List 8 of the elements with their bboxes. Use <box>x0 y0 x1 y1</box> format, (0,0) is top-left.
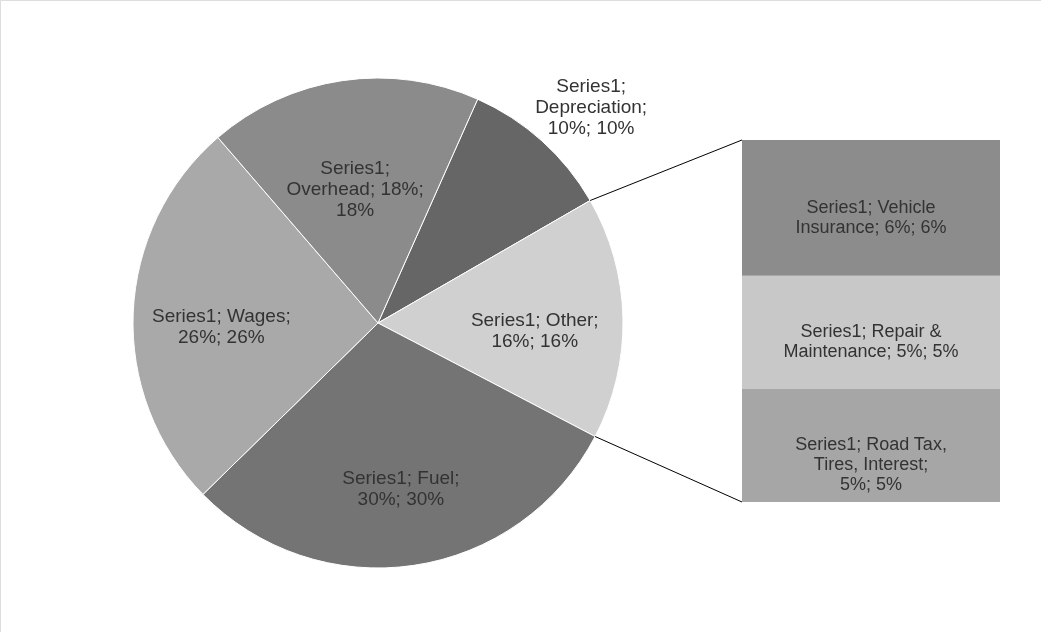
data-label: Series1; Wages; 26%; 26% <box>151 305 291 348</box>
data-label: Series1; Repair & Maintenance; 5%; 5% <box>783 321 959 362</box>
data-label: Series1; Fuel; 30%; 30% <box>342 467 460 510</box>
data-label: Series1; Depreciation; 10%; 10% <box>535 75 648 139</box>
data-label: Series1; Vehicle Insurance; 6%; 6% <box>795 196 947 237</box>
data-label: Series1; Other; 16%; 16% <box>470 308 599 351</box>
data-label: Series1; Road Tax, Tires, Interest; 5%; 5% <box>795 434 947 495</box>
data-label: Series1; Overhead; 18%; 18% <box>286 156 424 220</box>
